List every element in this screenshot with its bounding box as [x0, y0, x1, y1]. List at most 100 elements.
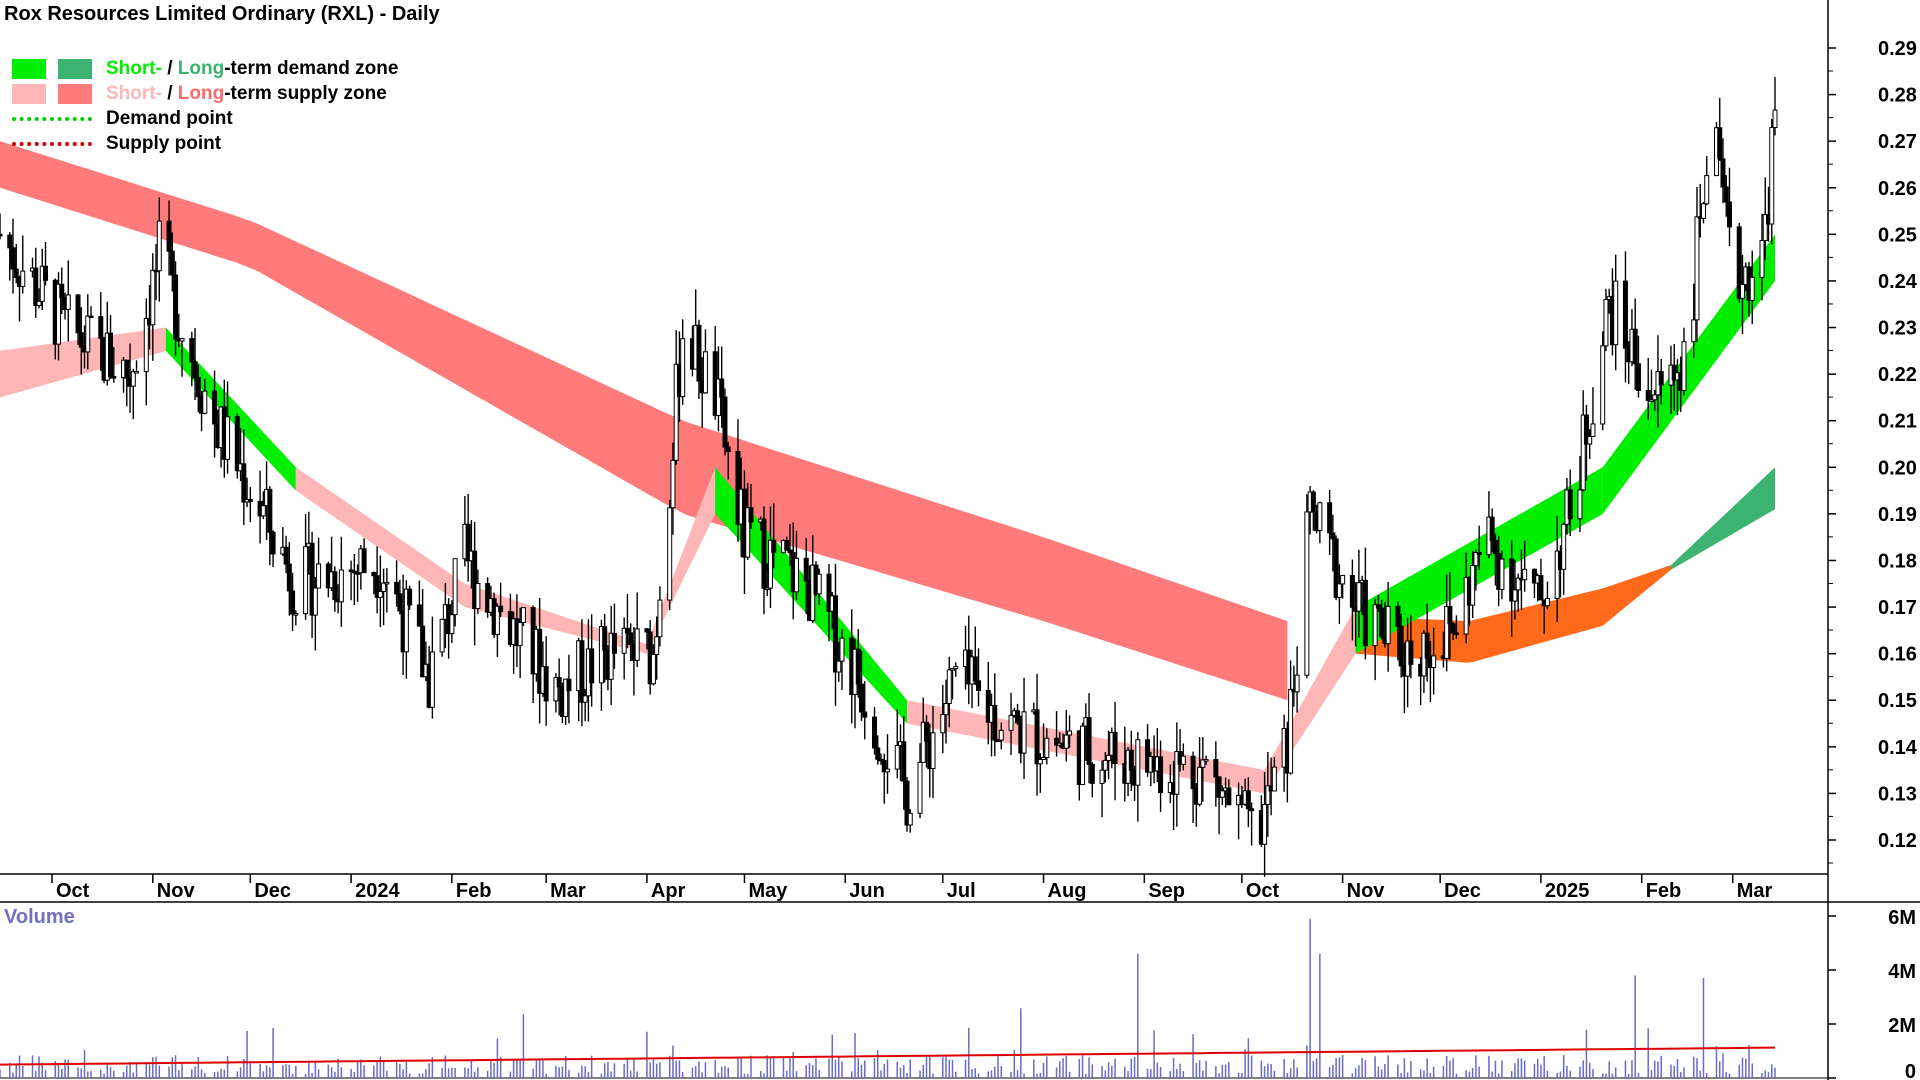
price-bar-body: [920, 721, 926, 763]
price-bar-body: [875, 747, 881, 760]
price-tick-label: 0.26: [1878, 178, 1917, 200]
long-term-zone-orange: [1355, 565, 1671, 663]
price-bar-body: [195, 377, 201, 398]
price-bar-body: [371, 572, 377, 577]
price-bar-body: [286, 563, 292, 592]
price-bar-body: [1135, 739, 1141, 786]
price-tick-label: 0.18: [1878, 550, 1917, 572]
price-bar-body: [553, 677, 559, 702]
price-bar-body: [316, 563, 322, 589]
price-bar-body: [735, 451, 741, 525]
short-term-supply-zone: [646, 467, 716, 654]
legend-supply-short: Short-: [106, 83, 162, 104]
price-bar-body: [39, 265, 45, 302]
price-bar-body: [719, 378, 725, 398]
price-bar-body: [1213, 759, 1219, 778]
short-term-supply-zone: [0, 327, 166, 398]
price-bar-body: [1691, 319, 1697, 343]
price-tick-label: 0.24: [1878, 271, 1918, 293]
volume-tick-label: 2M: [1888, 1015, 1916, 1037]
price-bar-body: [657, 599, 663, 638]
price-bar-body: [517, 622, 523, 647]
short-demand-swatch: [12, 58, 46, 79]
price-bar-body: [1538, 575, 1544, 601]
price-bar-body: [1590, 423, 1596, 438]
date-tick-label: Oct: [56, 880, 90, 902]
price-bar-body: [1499, 558, 1505, 590]
price-bar-body: [992, 704, 998, 741]
price-bar-body: [563, 678, 569, 717]
price-bar-body: [1600, 345, 1606, 425]
short-term-demand-zone: [1602, 234, 1775, 514]
price-bar-body: [1190, 755, 1196, 790]
price-bar-body: [862, 711, 868, 718]
legend-supply-long: Long: [177, 83, 225, 104]
price-bar-body: [1444, 605, 1450, 659]
price-bar-body: [1304, 511, 1310, 676]
price-bar-body: [156, 220, 162, 272]
price-bar-body: [1395, 605, 1401, 627]
price-bar-body: [247, 498, 253, 502]
price-tick-label: 0.21: [1878, 411, 1917, 433]
price-bar-body: [943, 703, 949, 716]
price-bar-body: [1681, 341, 1687, 391]
price-bar-body: [885, 768, 890, 773]
price-bar-body: [1749, 276, 1755, 301]
price-bar-body: [465, 523, 471, 562]
price-bar-body: [722, 396, 728, 448]
price-bar-body: [241, 463, 247, 503]
price-bar-body: [1226, 787, 1232, 806]
price-bar-body: [361, 548, 367, 574]
price-axis: 0.12 0.13 0.14 0.15 0.16 0.17 0.18 0.19 0.20 0.21…: [1828, 38, 1918, 864]
price-bar-body: [1720, 158, 1726, 188]
demand-point-line: [12, 116, 92, 121]
price-bar-body: [1580, 414, 1586, 491]
price-bar-body: [1128, 749, 1134, 771]
price-bar-body: [351, 570, 357, 574]
legend-demand-rest: -term demand zone: [224, 58, 399, 79]
price-bar-body: [429, 651, 435, 708]
price-bar-body: [1622, 280, 1628, 349]
price-bar-body: [1658, 371, 1664, 386]
price-bar-body: [566, 678, 572, 692]
price-bar-body: [907, 812, 913, 826]
price-bar-body: [1431, 655, 1437, 669]
price-bar-body: [839, 637, 845, 662]
price-bar-body: [634, 628, 640, 661]
price-bar-body: [1694, 216, 1700, 321]
date-tick-label: 2025: [1545, 880, 1590, 902]
long-supply-swatch: [58, 83, 92, 104]
price-bar-body: [793, 557, 799, 593]
price-bar-body: [1470, 565, 1476, 606]
price-bar-body: [1180, 755, 1186, 765]
price-bar-body: [1603, 299, 1609, 347]
price-bar-body: [1632, 328, 1638, 365]
legend-supply-zone: Short- / Long -term supply zone: [12, 81, 398, 106]
price-bar-body: [124, 359, 130, 379]
price-bar-body: [338, 569, 344, 603]
price-bar-body: [602, 626, 608, 651]
price-bar-body: [1652, 394, 1658, 401]
price-bar-body: [1717, 127, 1723, 160]
price-bar-body: [946, 669, 952, 705]
price-bar-body: [1762, 214, 1768, 241]
price-bar-body: [85, 315, 91, 353]
price-bar-body: [309, 542, 315, 616]
price-bar-body: [0, 233, 3, 237]
price-bar-body: [485, 583, 491, 613]
supply-point-line: [12, 141, 92, 146]
price-bar-body: [1515, 577, 1521, 591]
price-bar-body: [56, 283, 62, 345]
legend-supply-rest: -term supply zone: [224, 83, 387, 104]
price-bar-body: [858, 683, 864, 713]
price-bar-body: [1583, 414, 1589, 445]
price-bar-body: [1561, 523, 1567, 570]
price-bars: [0, 76, 1778, 877]
price-bar-body: [520, 607, 526, 624]
price-bar-body: [1759, 239, 1765, 278]
date-tick-label: 2024: [355, 880, 400, 902]
price-bar-body: [784, 540, 790, 551]
price-tick-label: 0.23: [1878, 318, 1917, 340]
price-tick-label: 0.15: [1878, 690, 1917, 712]
